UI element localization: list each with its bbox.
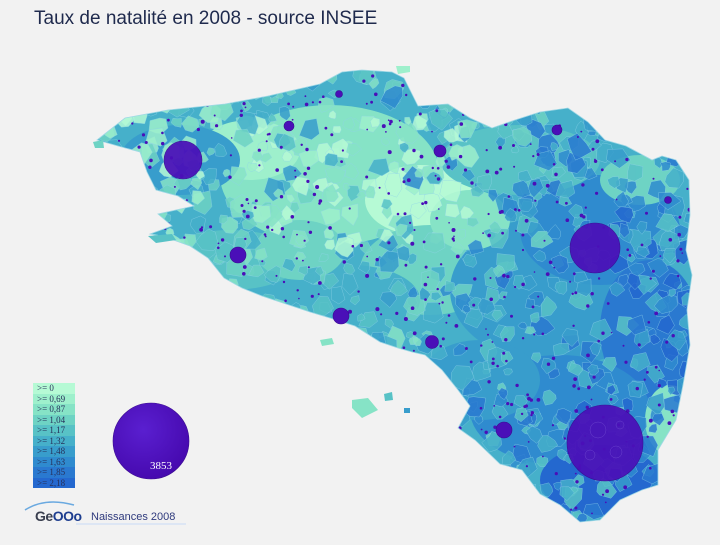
legend-class-label: >= 0,69 bbox=[37, 393, 66, 404]
birth-symbol-saint-brieuc bbox=[433, 144, 447, 158]
legend-class-label: >= 1,17 bbox=[37, 425, 66, 435]
birth-symbol-saint-nazaire bbox=[495, 421, 513, 439]
map-caption: Naissances 2008 bbox=[91, 511, 176, 523]
legend-class: >= 1,17 bbox=[33, 425, 75, 436]
legend-class: >= 1,32 bbox=[33, 435, 75, 446]
birth-symbol-quimper bbox=[229, 246, 247, 264]
legend-class: >= 2,18 bbox=[33, 477, 75, 488]
choropleth-legend: >= 0 >= 0,69 >= 0,87 >= 1,04 >= 1,17 >= 1,32 >… bbox=[33, 383, 75, 488]
symbol-legend-bubble bbox=[112, 402, 190, 480]
map-title: Taux de natalité en 2008 - source INSEE bbox=[34, 8, 378, 29]
birth-symbol-brest bbox=[163, 140, 203, 180]
birth-symbol-morlaix bbox=[283, 120, 295, 132]
legend-class: >= 1,63 bbox=[33, 456, 75, 467]
birth-symbol-vannes bbox=[425, 335, 439, 349]
birth-symbol-saint-malo bbox=[551, 124, 563, 136]
legend-class-label: >= 1,85 bbox=[37, 467, 66, 477]
logo-prefix: Ge bbox=[35, 508, 53, 524]
legend-class-label: >= 1,48 bbox=[37, 446, 66, 456]
birth-symbol-vitre bbox=[664, 196, 672, 204]
caption-underline bbox=[76, 523, 186, 525]
legend-class-label: >= 2,18 bbox=[37, 477, 66, 488]
legend-class-label: >= 1,32 bbox=[37, 435, 66, 446]
legend-class: >= 0 bbox=[33, 383, 75, 394]
legend-class: >= 1,04 bbox=[33, 414, 75, 425]
logo-suffix: OOo bbox=[52, 508, 82, 524]
birth-symbols bbox=[163, 90, 672, 482]
birth-symbol-lannion bbox=[335, 90, 343, 98]
logo-swoosh-icon bbox=[24, 501, 75, 511]
legend-class-label: >= 0 bbox=[37, 383, 54, 393]
birth-symbol-nantes bbox=[566, 404, 644, 482]
geooo-logo: GeOOo bbox=[35, 508, 82, 524]
legend-class-label: >= 0,87 bbox=[37, 404, 66, 414]
legend-class-label: >= 1,04 bbox=[37, 414, 66, 425]
islands bbox=[93, 66, 410, 418]
legend-class-label: >= 1,63 bbox=[37, 456, 66, 467]
birth-symbol-lorient bbox=[332, 307, 350, 325]
legend-class: >= 1,85 bbox=[33, 467, 75, 478]
legend-class: >= 0,69 bbox=[33, 393, 75, 404]
legend-class: >= 1,48 bbox=[33, 446, 75, 457]
symbol-legend-value: 3853 bbox=[150, 460, 172, 472]
legend-class: >= 0,87 bbox=[33, 404, 75, 415]
birth-symbol-rennes bbox=[569, 222, 621, 274]
